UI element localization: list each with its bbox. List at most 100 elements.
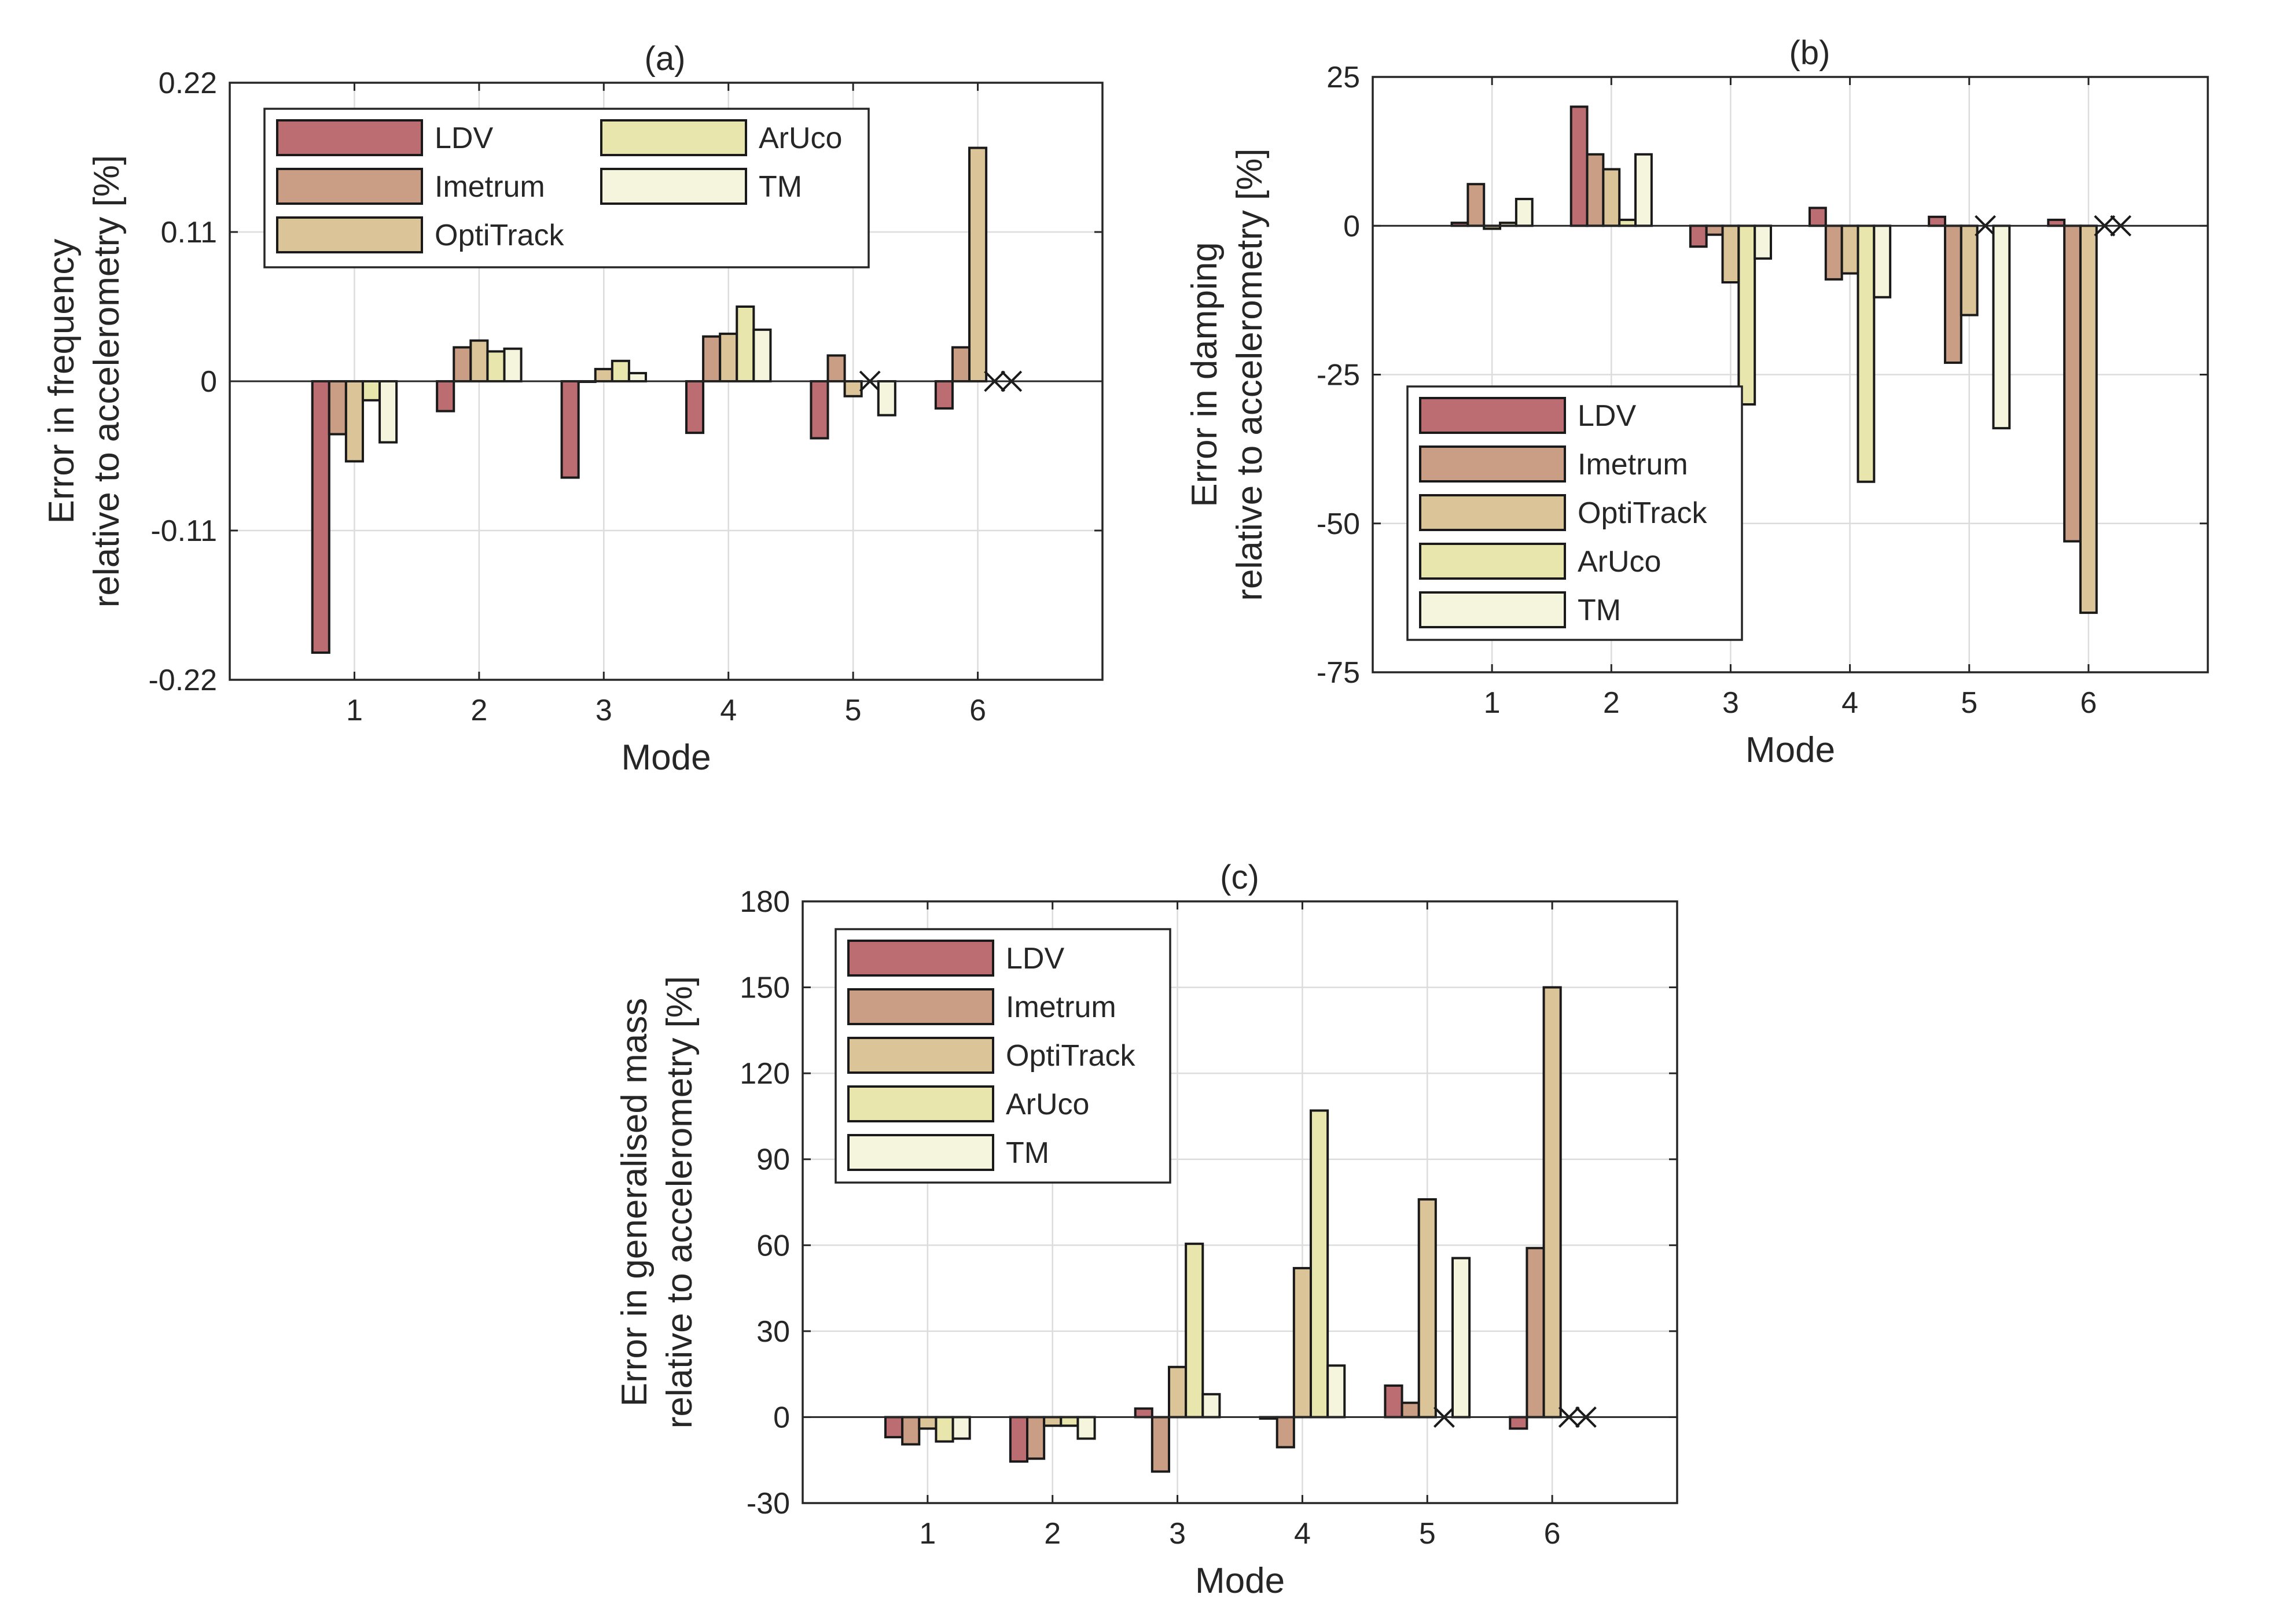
bar-optitrack-mode-6 bbox=[968, 146, 988, 382]
y-tick-label: -50 bbox=[1317, 507, 1360, 541]
bar-tm-mode-2 bbox=[1076, 1416, 1096, 1440]
legend-swatch-imetrum bbox=[276, 168, 423, 205]
bar-optitrack-mode-3 bbox=[1168, 1365, 1188, 1419]
y-tick-label: 0 bbox=[1343, 209, 1360, 243]
bar-imetrum-mode-4 bbox=[702, 335, 722, 382]
bar-aruco-mode-4 bbox=[1857, 224, 1876, 483]
bar-ldv-mode-6 bbox=[1509, 1416, 1528, 1430]
x-tick-label: 6 bbox=[969, 694, 986, 727]
x-tick-label: 5 bbox=[1419, 1517, 1436, 1551]
legend-swatch-aruco bbox=[847, 1085, 994, 1122]
bar-optitrack-mode-5 bbox=[843, 380, 863, 397]
bar-tm-mode-4 bbox=[1873, 224, 1892, 299]
bar-tm-mode-5 bbox=[1451, 1257, 1471, 1419]
bar-tm-mode-5 bbox=[877, 380, 896, 417]
legend-swatch-imetrum bbox=[1419, 445, 1566, 483]
legend-swatch-imetrum bbox=[847, 988, 994, 1025]
x-tick-label: 1 bbox=[1484, 686, 1501, 720]
bar-ldv-mode-3 bbox=[1134, 1407, 1153, 1419]
bar-aruco-mode-3 bbox=[611, 359, 630, 382]
bar-aruco-mode-2 bbox=[486, 350, 506, 383]
bar-imetrum-mode-2 bbox=[1026, 1416, 1046, 1460]
legend-label-ldv: LDV bbox=[1006, 942, 1064, 975]
legend: LDV Imetrum OptiTrack ArUco TM bbox=[1406, 385, 1743, 641]
bar-optitrack-mode-2 bbox=[1043, 1416, 1063, 1427]
bar-ldv-mode-5 bbox=[1928, 215, 1946, 227]
legend-swatch-optitrack bbox=[1419, 494, 1566, 531]
y-tick-label: 90 bbox=[756, 1143, 790, 1177]
bar-aruco-mode-3 bbox=[1737, 224, 1756, 406]
legend-label-ldv: LDV bbox=[1578, 399, 1636, 433]
bar-ldv-mode-1 bbox=[884, 1416, 904, 1439]
legend-label-aruco: ArUco bbox=[759, 121, 842, 155]
bar-tm-mode-2 bbox=[503, 347, 523, 383]
x-axis-label: Mode bbox=[621, 738, 711, 778]
legend: LDV Imetrum OptiTrack ArUco TM bbox=[263, 108, 870, 268]
bar-tm-mode-1 bbox=[951, 1416, 971, 1440]
x-tick-label: 5 bbox=[845, 694, 862, 727]
bar-aruco-mode-2 bbox=[1618, 218, 1637, 227]
y-tick-label: -0.22 bbox=[148, 664, 217, 697]
y-tick-label: -75 bbox=[1317, 656, 1360, 690]
y-tick-label: 0 bbox=[773, 1401, 790, 1434]
bar-optitrack-mode-1 bbox=[918, 1416, 938, 1430]
bar-ldv-mode-5 bbox=[810, 380, 829, 440]
y-tick-label: 180 bbox=[740, 885, 790, 919]
bar-imetrum-mode-5 bbox=[1401, 1401, 1420, 1419]
bar-tm-mode-4 bbox=[1326, 1364, 1346, 1419]
panel-a: -0.22 -0.11 0 0.11 0.22 1 2 3 4 5 6 Mode Error in fr… bbox=[42, 40, 1104, 778]
bar-aruco-mode-4 bbox=[1309, 1109, 1329, 1419]
legend-swatch-aruco bbox=[600, 119, 747, 156]
legend-label-tm: TM bbox=[1578, 594, 1621, 627]
bar-imetrum-mode-5 bbox=[1943, 224, 1962, 364]
bar-imetrum-mode-4 bbox=[1275, 1416, 1295, 1449]
x-tick-label: 4 bbox=[1841, 686, 1858, 720]
bar-optitrack-mode-3 bbox=[1721, 224, 1740, 284]
bar-ldv-mode-6 bbox=[934, 380, 954, 410]
bar-imetrum-mode-6 bbox=[951, 346, 971, 383]
panel-title: (a) bbox=[645, 40, 686, 78]
legend-label-optitrack: OptiTrack bbox=[1578, 496, 1707, 530]
legend: LDV Imetrum OptiTrack ArUco TM bbox=[835, 928, 1171, 1184]
bar-ldv-mode-2 bbox=[1569, 105, 1589, 227]
legend-swatch-tm bbox=[600, 168, 747, 205]
legend-label-optitrack: OptiTrack bbox=[1006, 1039, 1135, 1073]
bar-imetrum-mode-1 bbox=[328, 380, 347, 436]
bar-ldv-mode-5 bbox=[1384, 1384, 1403, 1419]
bar-aruco-mode-1 bbox=[361, 380, 381, 402]
x-axis-label: Mode bbox=[1745, 730, 1835, 770]
x-tick-label: 3 bbox=[1722, 686, 1739, 720]
bar-tm-mode-1 bbox=[378, 380, 398, 444]
bar-tm-mode-3 bbox=[1201, 1393, 1221, 1419]
y-axis-label: Error in frequency relative to accelerome… bbox=[42, 155, 127, 607]
legend-label-aruco: ArUco bbox=[1578, 545, 1661, 579]
bar-optitrack-mode-6 bbox=[2079, 224, 2098, 614]
bar-tm-mode-3 bbox=[1754, 224, 1773, 260]
bar-ldv-mode-3 bbox=[560, 380, 580, 479]
x-tick-label: 3 bbox=[596, 694, 612, 727]
legend-swatch-aruco bbox=[1419, 543, 1566, 580]
x-tick-label: 5 bbox=[1961, 686, 1977, 720]
bar-tm-mode-4 bbox=[752, 328, 772, 383]
y-tick-label: 120 bbox=[740, 1057, 790, 1091]
x-tick-label: 4 bbox=[720, 694, 737, 727]
legend-swatch-optitrack bbox=[847, 1037, 994, 1074]
bar-optitrack-mode-4 bbox=[719, 332, 738, 383]
bar-optitrack-mode-5 bbox=[1960, 224, 1979, 316]
legend-label-tm: TM bbox=[759, 170, 802, 204]
y-axis-label: Error in damping relative to accelerometr… bbox=[1185, 148, 1270, 601]
legend-label-imetrum: Imetrum bbox=[435, 170, 545, 204]
bar-ldv-mode-1 bbox=[311, 380, 330, 654]
y-tick-label: 60 bbox=[756, 1229, 790, 1262]
bar-tm-mode-2 bbox=[1634, 153, 1653, 227]
y-tick-label: 30 bbox=[756, 1315, 790, 1349]
bar-imetrum-mode-3 bbox=[1150, 1416, 1171, 1473]
bar-imetrum-mode-2 bbox=[1586, 153, 1605, 227]
bar-optitrack-mode-6 bbox=[1542, 986, 1562, 1419]
bar-optitrack-mode-3 bbox=[594, 367, 613, 383]
bar-imetrum-mode-1 bbox=[1466, 183, 1486, 227]
bar-optitrack-mode-4 bbox=[1292, 1266, 1312, 1419]
bar-tm-mode-5 bbox=[1992, 224, 2011, 430]
y-tick-label: 0.11 bbox=[161, 216, 217, 249]
legend-swatch-tm bbox=[847, 1134, 994, 1171]
